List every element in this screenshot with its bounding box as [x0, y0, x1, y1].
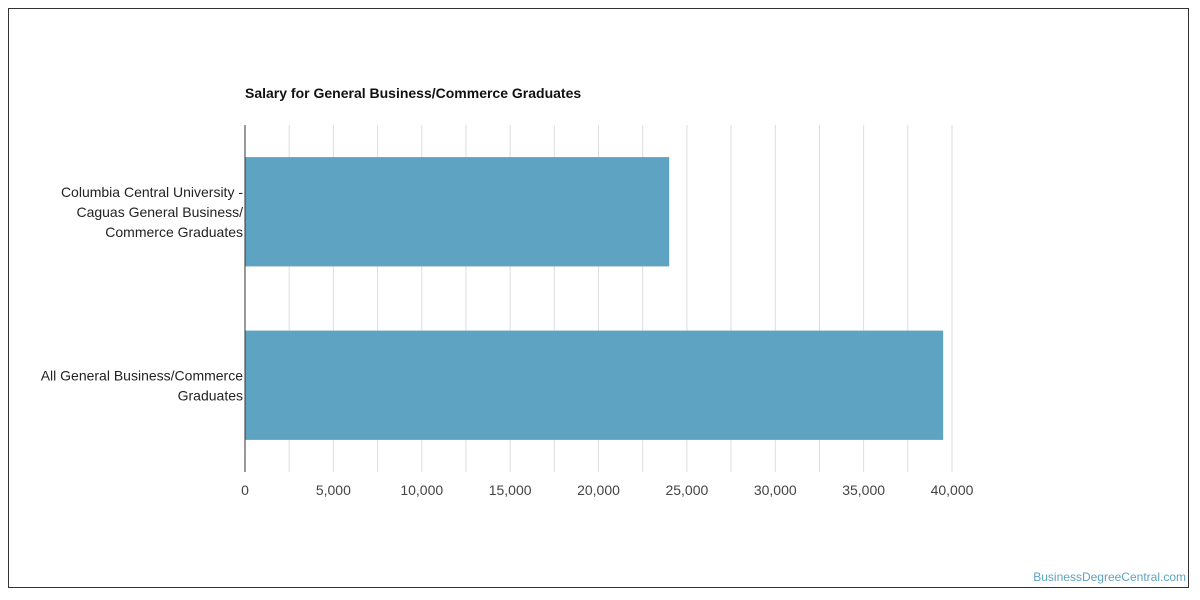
- x-tick-labels: 0 5,000 10,000 15,000 20,000 25,000 30,000 35,0…: [241, 482, 974, 498]
- x-tick-label: 0: [241, 482, 249, 498]
- x-tick-label: 5,000: [316, 482, 351, 498]
- category-label-1: Columbia Central University -Caguas Gene…: [61, 184, 243, 240]
- chart-frame: [8, 8, 1189, 588]
- category-labels: Columbia Central University -Caguas Gene…: [41, 184, 244, 404]
- category-label-2: All General Business/Commerce Graduates: [41, 367, 244, 403]
- chart-title: Salary for General Business/Commerce Gra…: [245, 85, 582, 101]
- bar-2: [245, 330, 944, 440]
- bars: [245, 157, 944, 440]
- watermark: BusinessDegreeCentral.com: [1033, 570, 1186, 584]
- x-tick-label: 40,000: [931, 482, 974, 498]
- x-tick-label: 10,000: [400, 482, 443, 498]
- x-tick-label: 35,000: [842, 482, 885, 498]
- x-tick-label: 15,000: [489, 482, 532, 498]
- bar-1: [245, 157, 670, 267]
- x-tick-label: 25,000: [665, 482, 708, 498]
- x-tick-label: 30,000: [754, 482, 797, 498]
- x-tick-label: 20,000: [577, 482, 620, 498]
